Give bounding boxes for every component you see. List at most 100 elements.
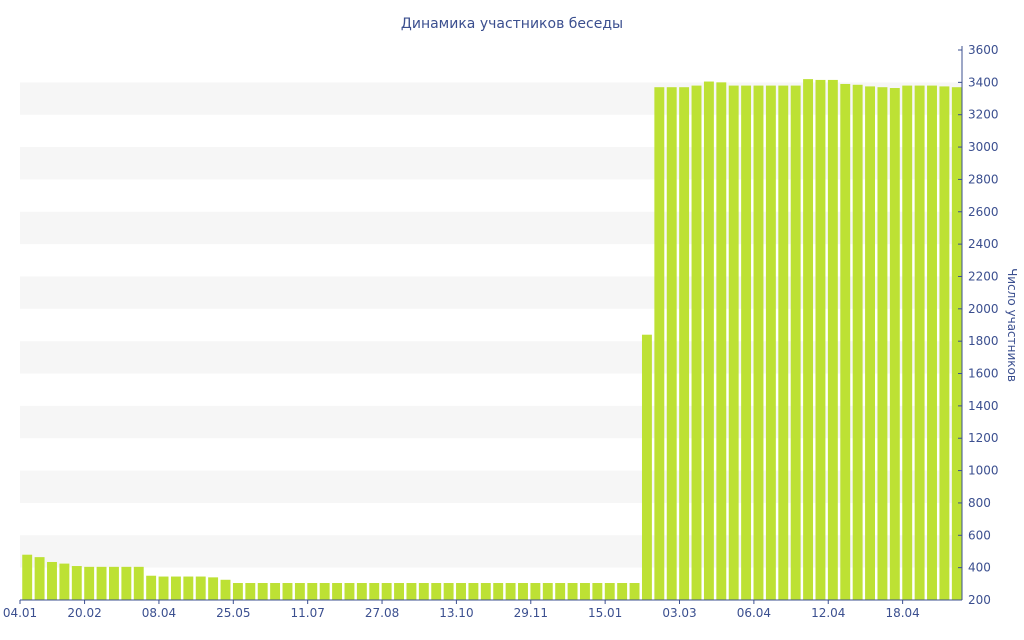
bar xyxy=(307,583,318,600)
bar xyxy=(96,566,107,600)
bar xyxy=(71,566,82,600)
x-tick-label: 08.04 xyxy=(142,606,176,620)
bar xyxy=(555,583,566,600)
bar xyxy=(84,566,95,600)
y-tick-label: 3200 xyxy=(968,108,999,122)
bar xyxy=(294,583,305,600)
bar xyxy=(394,583,404,600)
bar xyxy=(208,577,219,600)
bar xyxy=(431,583,442,600)
bars-group xyxy=(22,79,962,601)
y-tick-label: 2200 xyxy=(968,269,999,283)
x-tick-label: 03.03 xyxy=(662,606,696,620)
bar xyxy=(121,566,132,600)
y-tick-label: 400 xyxy=(968,561,991,575)
y-tick-label: 3600 xyxy=(968,43,999,57)
bar xyxy=(133,566,144,600)
bar xyxy=(170,576,181,600)
x-tick-label: 27.08 xyxy=(365,606,399,620)
bar xyxy=(245,583,256,600)
x-tick-label: 13.10 xyxy=(439,606,473,620)
bar xyxy=(257,583,268,600)
bar xyxy=(889,88,900,600)
bar xyxy=(778,85,789,600)
bar xyxy=(951,87,962,601)
y-tick-label: 1000 xyxy=(968,464,999,478)
bar xyxy=(728,85,739,600)
bar xyxy=(703,81,714,600)
x-tick-label: 29.11 xyxy=(514,606,548,620)
bar xyxy=(679,87,690,601)
bar xyxy=(902,85,913,600)
chart-title: Динамика участников беседы xyxy=(401,16,623,32)
bar xyxy=(195,576,206,600)
bar xyxy=(183,576,194,600)
bar xyxy=(406,583,417,600)
bar xyxy=(840,83,851,601)
bar xyxy=(418,583,429,600)
bar xyxy=(443,583,454,600)
bar xyxy=(741,85,752,600)
y-tick-label: 1600 xyxy=(968,367,999,381)
x-tick-label: 18.04 xyxy=(885,606,919,620)
bar xyxy=(332,583,343,600)
bar xyxy=(493,583,504,600)
x-tick-label: 11.07 xyxy=(290,606,324,620)
bar xyxy=(914,85,925,600)
bar xyxy=(468,583,479,600)
bar xyxy=(270,583,281,600)
x-tick-label: 04.01 xyxy=(3,606,37,620)
bar xyxy=(59,563,70,600)
y-tick-label: 2400 xyxy=(968,237,999,251)
bar xyxy=(47,561,57,600)
bar xyxy=(220,579,231,600)
bar xyxy=(146,575,157,600)
bar xyxy=(580,583,590,600)
bar xyxy=(939,86,950,601)
bar xyxy=(617,583,628,600)
bar xyxy=(567,583,578,600)
bar xyxy=(356,583,367,600)
x-tick-label: 20.02 xyxy=(67,606,101,620)
y-tick-label: 2000 xyxy=(968,302,999,316)
x-tick-label: 15.01 xyxy=(588,606,622,620)
y-tick-label: 1200 xyxy=(968,431,999,445)
bar xyxy=(530,583,541,600)
y-tick-label: 1800 xyxy=(968,334,999,348)
y-tick-label: 600 xyxy=(968,528,991,542)
y-tick-label: 800 xyxy=(968,496,991,510)
y-tick-label: 3000 xyxy=(968,140,999,154)
bar xyxy=(158,576,169,600)
bar xyxy=(803,79,814,600)
bar xyxy=(344,583,355,600)
y-tick-label: 3400 xyxy=(968,75,999,89)
bar xyxy=(604,583,615,600)
bar xyxy=(369,583,380,600)
y-tick-label: 1400 xyxy=(968,399,999,413)
bar xyxy=(542,583,553,600)
bar xyxy=(629,583,640,600)
bar xyxy=(827,79,838,601)
y-tick-label: 2800 xyxy=(968,172,999,186)
bar xyxy=(22,554,33,600)
bar xyxy=(852,84,863,600)
bar xyxy=(518,583,528,600)
bar xyxy=(865,86,875,601)
bar xyxy=(691,85,702,600)
bar xyxy=(381,583,392,600)
bar xyxy=(753,85,764,600)
bar xyxy=(654,87,665,601)
bar xyxy=(815,79,826,601)
x-tick-label: 06.04 xyxy=(737,606,771,620)
bar xyxy=(790,85,801,600)
y-axis-ticks: 200 400 600 800 1000 1200 1400 1600 1800 2000 2200… xyxy=(958,43,999,607)
bar xyxy=(232,583,243,600)
bar xyxy=(592,583,603,600)
bar xyxy=(877,87,888,601)
bar xyxy=(282,583,293,600)
y-tick-label: 2600 xyxy=(968,205,999,219)
bar xyxy=(480,583,491,600)
bar xyxy=(666,87,677,601)
y-axis-label: Число участников xyxy=(1005,268,1019,382)
